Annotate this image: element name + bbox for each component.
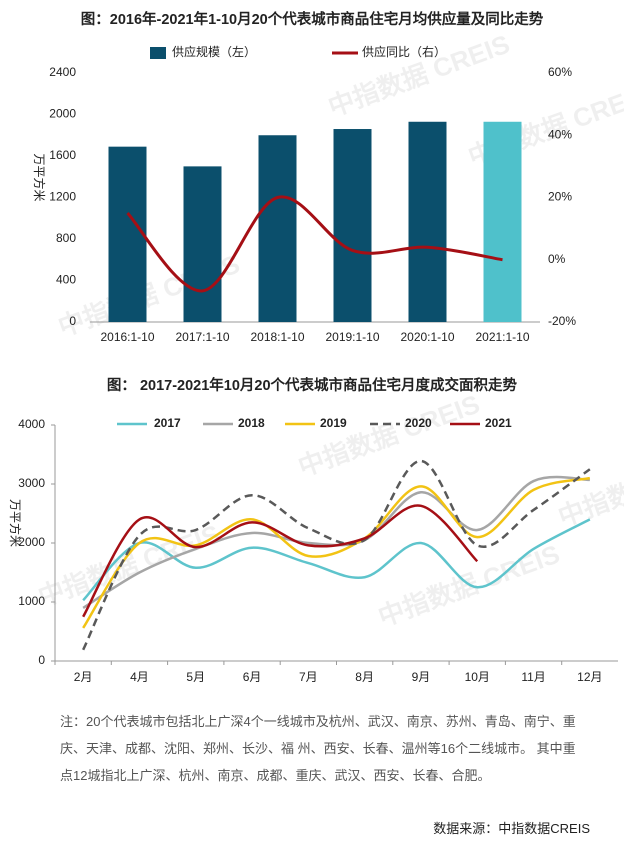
- legend-swatch: [150, 47, 166, 59]
- line: [126, 195, 503, 293]
- source: 数据来源：中指数据CREIS: [433, 821, 590, 836]
- x-tick-label: 10月: [465, 670, 490, 684]
- x-tick-label: 6月: [243, 670, 262, 684]
- x-tick-label: 2018:1-10: [250, 330, 304, 344]
- x-tick-label: 8月: [355, 670, 374, 684]
- legend-label: 2019: [320, 416, 347, 430]
- watermark: 中指数据 CREIS: [294, 389, 483, 482]
- y-axis-label: 万平方米: [8, 499, 23, 547]
- x-tick-label: 9月: [412, 670, 431, 684]
- y-tick-label: 0: [38, 653, 45, 667]
- line: [82, 518, 591, 602]
- y-tick-label: 2000: [49, 107, 76, 121]
- y-tick-label: 4000: [18, 417, 45, 431]
- y-tick-label: 1000: [18, 594, 45, 608]
- watermark: 中指数据 CREIS: [324, 29, 513, 122]
- bar: [258, 135, 297, 322]
- legend-label: 2018: [238, 416, 265, 430]
- y2-tick-label: 0%: [548, 252, 566, 266]
- watermark: 中指数据 CREIS: [554, 439, 624, 532]
- y-tick-label: 2000: [18, 535, 45, 549]
- legend-label: 2020: [405, 416, 432, 430]
- bar: [483, 121, 522, 322]
- x-tick-label: 5月: [186, 670, 205, 684]
- charts: 中指数据 CREIS 中指数据 CREIS 中指数据 CREIS 中指数据 CREIS…: [8, 10, 624, 684]
- y-tick-label: 0: [69, 314, 76, 328]
- x-tick-label: 2019:1-10: [325, 330, 379, 344]
- y2-tick-label: -20%: [548, 314, 576, 328]
- y-tick-label: 1600: [49, 148, 76, 162]
- y2-tick-label: 60%: [548, 65, 572, 79]
- x-tick-label: 11月: [521, 670, 545, 684]
- legend-label: 供应同比（右）: [362, 44, 446, 59]
- x-tick-label: 2020:1-10: [400, 330, 454, 344]
- note: 注：20个代表城市包括北上广深4个一线城市及杭州、武汉、南京、苏州、青岛、南宁、…: [60, 714, 576, 783]
- line: [82, 476, 591, 629]
- legend-label: 供应规模（左）: [172, 44, 256, 59]
- y2-tick-label: 40%: [548, 127, 572, 141]
- y-tick-label: 400: [56, 273, 76, 287]
- x-tick-label: 2016:1-10: [100, 330, 154, 344]
- chart-title: 图： 2017-2021年10月20个代表城市商品住宅月度成交面积走势: [107, 376, 518, 394]
- y-tick-label: 1200: [49, 190, 76, 204]
- x-tick-label: 4月: [130, 670, 149, 684]
- line: [82, 459, 591, 651]
- legend-label: 2021: [485, 416, 512, 430]
- x-tick-label: 2月: [74, 670, 93, 684]
- x-tick-label: 12月: [577, 670, 602, 684]
- x-tick-label: 2021:1-10: [475, 330, 529, 344]
- watermark: 中指数据 CREIS: [34, 519, 223, 612]
- bar: [183, 166, 222, 322]
- bar: [108, 146, 147, 322]
- line: [82, 504, 479, 618]
- x-tick-label: 7月: [299, 670, 318, 684]
- y-tick-label: 2400: [49, 65, 76, 79]
- y2-tick-label: 20%: [548, 190, 572, 204]
- x-tick-label: 2017:1-10: [175, 330, 229, 344]
- legend-label: 2017: [154, 416, 181, 430]
- bar: [333, 129, 372, 322]
- y-tick-label: 800: [56, 231, 76, 245]
- y-tick-label: 3000: [18, 476, 45, 490]
- chart-title: 图：2016年-2021年1-10月20个代表城市商品住宅月均供应量及同比走势: [81, 10, 544, 28]
- y-axis-label: 万平方米: [32, 153, 47, 201]
- bar: [408, 121, 447, 322]
